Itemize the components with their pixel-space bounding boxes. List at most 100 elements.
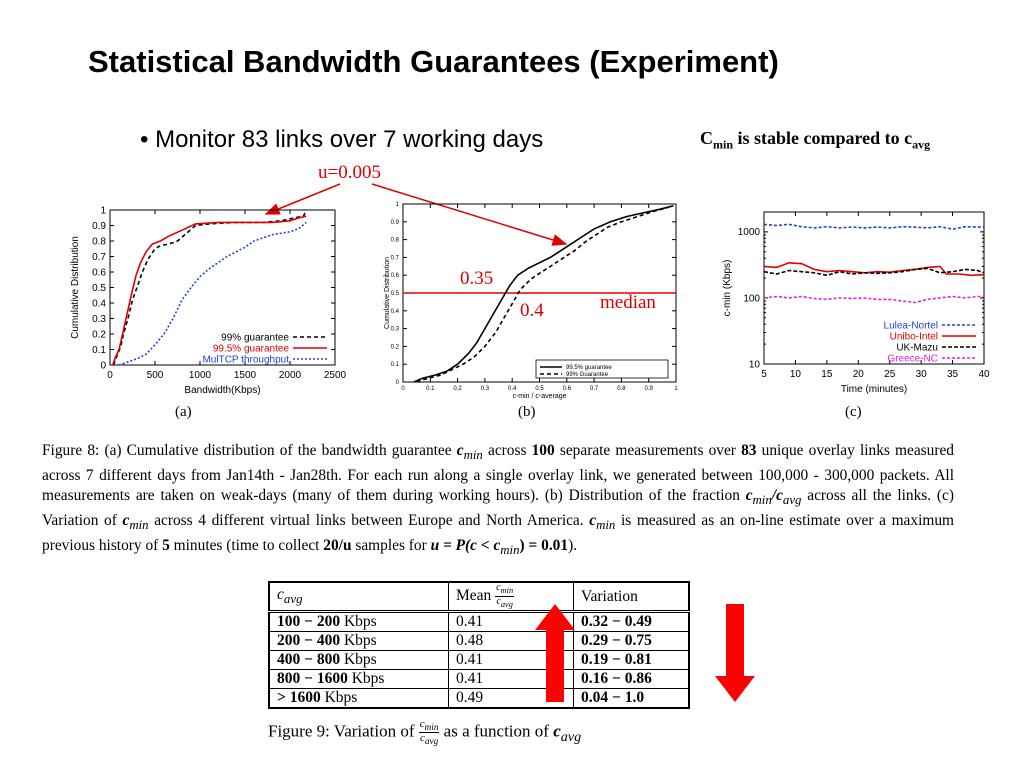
y-tick-label: 0.8 <box>92 236 106 247</box>
panel-label-c: (c) <box>845 404 862 420</box>
annotation-035: 0.35 <box>460 268 494 289</box>
x-tick-label: 25 <box>884 369 896 380</box>
table-row: 400 − 800 Kbps 0.41 0.19 − 0.81 <box>268 650 690 670</box>
x-tick-label: 0.5 <box>535 386 544 392</box>
mean-fraction: cmin cavg <box>495 582 515 609</box>
y-tick-label: 0.4 <box>391 309 400 315</box>
x-tick-label: 0.3 <box>481 386 490 392</box>
y-tick-label: 0.6 <box>92 267 106 278</box>
x-tick-label: 500 <box>147 370 164 381</box>
table-row: 100 − 200 Kbps 0.41 0.32 − 0.49 <box>268 611 690 632</box>
y-tick-label: 0.7 <box>92 252 106 263</box>
y-axis-label: c-min (Kbps) <box>722 260 733 317</box>
figure-9-table: cavg Mean cmin cavg Variation 100 − 200 K… <box>268 581 690 709</box>
chart-b: 0 0.1 0.2 0.3 0.4 0.5 0.6 0.7 0.8 0.9 1 0 0.1 0.2 0.3 0… <box>384 202 678 400</box>
figure-9-caption: Figure 9: Variation of cmin cavg as a fun… <box>268 718 582 747</box>
y-tick-label: 0.9 <box>391 220 400 226</box>
annotation-median: median <box>600 292 656 313</box>
y-tick-label: 0.5 <box>92 283 106 294</box>
plot-frame <box>763 211 985 365</box>
y-tick-label: 1 <box>100 205 106 216</box>
legend-label: Greece-NC <box>887 353 938 364</box>
legend-label: Unibo-Intel <box>890 331 938 342</box>
series-line-99-5-guarantee <box>413 205 674 383</box>
x-tick-label: 0.7 <box>590 386 599 392</box>
x-axis-label: Time (minutes) <box>841 384 907 395</box>
y-tick-label: 0.4 <box>92 298 106 309</box>
series-line-99-guarantee <box>416 206 668 383</box>
series-line-unibo-intel <box>763 261 985 277</box>
legend-label: 99% Guarantee <box>566 372 609 378</box>
y-tick-label: 0.3 <box>92 314 106 325</box>
table-header-row: cavg Mean cmin cavg Variation <box>268 581 690 613</box>
up-arrow-icon <box>535 604 575 702</box>
header-variation: Variation <box>573 581 690 613</box>
x-tick-label: 1500 <box>234 370 257 381</box>
y-tick-label: 0.5 <box>391 291 400 297</box>
y-tick-label: 1000 <box>738 227 761 238</box>
x-tick-label: 35 <box>947 369 959 380</box>
y-axis-label: Cumulative Distribution <box>70 236 81 339</box>
annotation-arrows <box>264 183 568 246</box>
x-tick-label: 1000 <box>189 370 212 381</box>
header-cavg: cavg <box>268 581 449 613</box>
arrow-to-chart-b <box>371 183 568 246</box>
series-line-multcp-throughput <box>118 221 307 366</box>
x-tick-label: 40 <box>978 369 990 380</box>
y-tick-label: 0.9 <box>92 221 106 232</box>
table-row: 200 − 400 Kbps 0.48 0.29 − 0.75 <box>268 631 690 651</box>
chart-a: 0 500 1000 1500 2000 2500 0 0.1 0.2 0.3 0.4 0.5 0.6 0… <box>70 205 347 396</box>
x-tick-label: 0.8 <box>617 386 626 392</box>
arrow-to-chart-a <box>264 183 341 215</box>
figure-8-caption: Figure 8: (a) Cumulative distribution of… <box>42 442 955 557</box>
side-note: Cmin is stable compared to cavg <box>700 128 931 152</box>
x-tick-label: 30 <box>916 369 928 380</box>
legend-label: 99.5% guarantee <box>213 343 290 354</box>
x-axis-label: c-min / c-average <box>512 393 566 400</box>
y-tick-label: 0.2 <box>92 329 106 340</box>
legend-label: UK-Mazu <box>896 342 938 353</box>
table-row: 800 − 1600 Kbps 0.41 0.16 − 0.86 <box>268 669 690 689</box>
x-tick-label: 15 <box>821 369 833 380</box>
annotation-04: 0.4 <box>520 300 544 321</box>
legend-box <box>535 359 669 379</box>
legend-label: Lulea-Nortel <box>884 320 938 331</box>
table-row: > 1600 Kbps 0.49 0.04 − 1.0 <box>268 688 690 709</box>
x-tick-label: 0 <box>401 386 405 392</box>
caption-fraction: cmin cavg <box>418 718 440 747</box>
series-line-greece-nc <box>763 295 984 304</box>
legend-label: 99% guarantee <box>221 332 289 343</box>
legend-label: 99.5% guarantee <box>566 365 612 371</box>
series-line-uk-mazu <box>763 267 985 277</box>
x-tick-label: 0.4 <box>508 386 517 392</box>
y-tick-label: 0.8 <box>391 238 400 244</box>
series-line-99-5-guarantee <box>111 215 307 366</box>
x-tick-label: 0.9 <box>645 386 654 392</box>
y-tick-label: 0 <box>396 380 400 386</box>
x-tick-label: 10 <box>790 369 802 380</box>
series-line-lulea-nortel <box>763 223 985 231</box>
x-tick-label: 2000 <box>279 370 302 381</box>
y-tick-label: 0.1 <box>391 362 400 368</box>
panel-label-a: (a) <box>175 404 192 420</box>
slide-title: Statistical Bandwidth Guarantees (Experi… <box>88 44 779 79</box>
panel-label-b: (b) <box>518 404 536 420</box>
x-tick-label: 1 <box>674 386 678 392</box>
y-tick-label: 0.2 <box>391 344 400 350</box>
x-tick-label: 0.2 <box>453 386 462 392</box>
y-tick-label: 1 <box>396 202 400 208</box>
x-tick-label: 2500 <box>324 370 347 381</box>
down-arrow-icon <box>715 604 755 702</box>
y-tick-label: 0.7 <box>391 255 400 261</box>
x-tick-label: 20 <box>853 369 865 380</box>
y-axis-label: Cumulative Distribution <box>384 257 391 329</box>
x-tick-label: 0.6 <box>563 386 572 392</box>
y-tick-label: 100 <box>743 293 760 304</box>
y-tick-label: 10 <box>749 359 761 370</box>
x-tick-label: 0 <box>107 370 113 381</box>
legend-label: MulTCP throughput <box>202 354 289 365</box>
y-tick-label: 0.1 <box>92 345 106 356</box>
y-tick-label: 0.3 <box>391 327 400 333</box>
y-tick-label: 0 <box>100 360 106 371</box>
